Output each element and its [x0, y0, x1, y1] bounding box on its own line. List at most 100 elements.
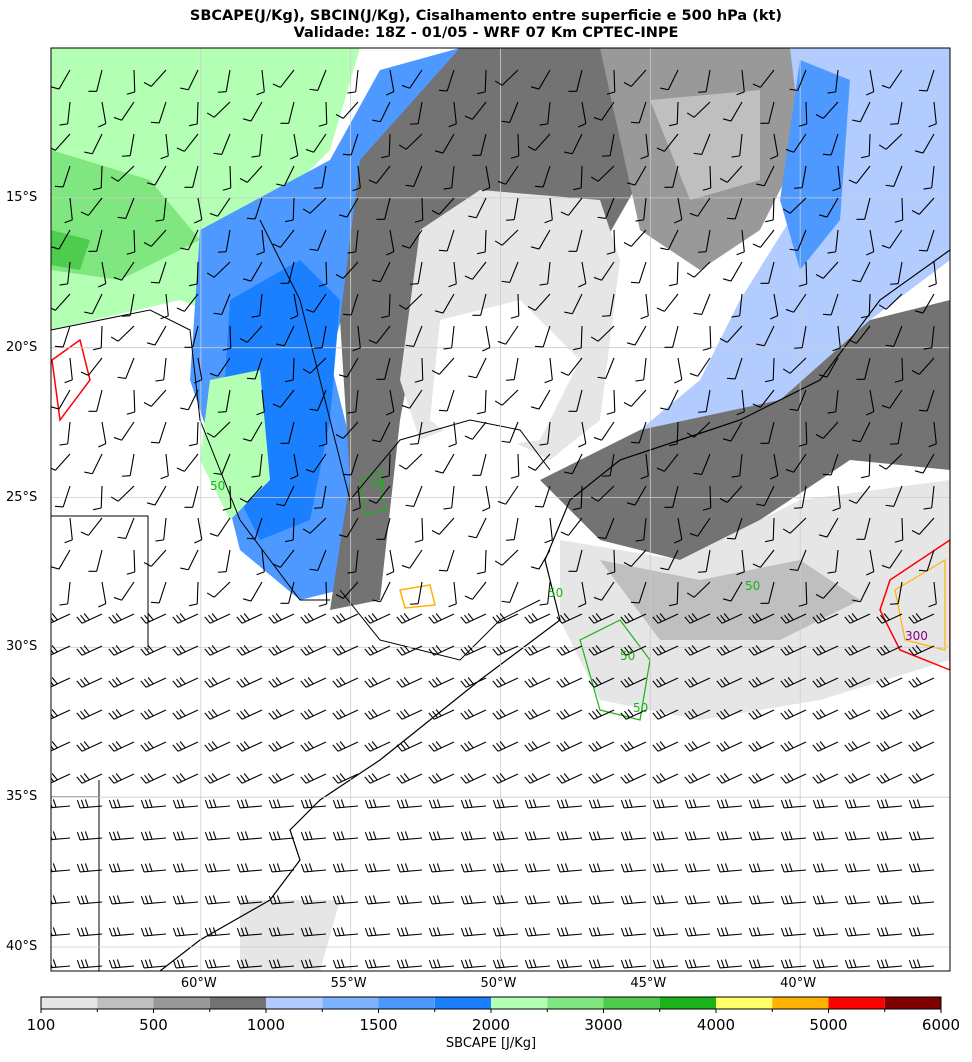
wind-barb	[477, 389, 487, 415]
wind-barb	[494, 549, 519, 566]
wind-barb	[364, 613, 391, 624]
wind-barb	[620, 959, 647, 969]
wind-barb	[98, 101, 107, 128]
wind-barb	[482, 485, 491, 512]
wind-barb	[386, 549, 395, 576]
wind-barb	[428, 895, 455, 905]
wind-barb	[560, 517, 583, 536]
wind-barb	[396, 959, 423, 969]
wind-barb	[861, 293, 871, 319]
wind-barb	[438, 69, 455, 92]
wind-barb	[780, 709, 807, 720]
wind-barb	[51, 927, 71, 937]
wind-barb	[702, 485, 712, 511]
wind-barb	[300, 799, 327, 809]
wind-barb	[140, 741, 167, 752]
wind-barb	[656, 293, 679, 312]
wind-barb	[501, 581, 519, 603]
wind-barb	[881, 549, 903, 569]
wind-barb	[335, 581, 359, 599]
wind-barb	[180, 549, 199, 571]
wind-barb	[752, 549, 775, 568]
wind-barb	[428, 741, 455, 752]
wind-barb	[928, 581, 937, 608]
wind-barb	[468, 197, 487, 219]
wind-barb	[780, 927, 807, 937]
wind-barb	[492, 613, 519, 624]
wind-barb	[918, 389, 935, 412]
wind-barb	[300, 741, 327, 752]
wind-barb	[590, 485, 615, 502]
wind-barb	[539, 421, 551, 446]
wind-barb	[242, 101, 263, 122]
wind-barb	[780, 645, 807, 656]
wind-barb	[556, 895, 583, 905]
wind-barb	[300, 831, 327, 841]
wind-barb	[620, 709, 647, 720]
wind-barb	[620, 831, 647, 841]
wind-barb	[885, 485, 903, 507]
contour-label: 50	[548, 586, 563, 600]
wind-barb	[722, 261, 743, 282]
wind-barb	[386, 389, 395, 416]
wind-barb	[652, 645, 679, 656]
wind-barb	[530, 229, 551, 250]
wind-barb	[405, 485, 423, 507]
wind-barb	[300, 773, 327, 784]
wind-barb	[443, 485, 455, 510]
wind-barb	[364, 895, 391, 905]
wind-barb	[309, 69, 327, 91]
wind-barb	[213, 453, 231, 475]
wind-barb	[172, 613, 199, 624]
wind-barb	[752, 229, 775, 248]
wind-barb	[534, 165, 551, 188]
wind-barb	[716, 927, 743, 937]
wind-barb	[844, 773, 871, 784]
wind-barb	[305, 293, 327, 313]
wind-barb	[396, 799, 423, 809]
wind-barb	[716, 645, 743, 656]
wind-barb	[464, 581, 487, 600]
wind-barb	[268, 863, 295, 873]
wind-barb	[194, 517, 203, 544]
wind-barb	[189, 261, 199, 287]
wind-barb	[722, 581, 743, 602]
wind-barb	[285, 197, 295, 223]
wind-barb	[578, 421, 587, 448]
wind-barb	[268, 773, 295, 784]
wind-barb	[448, 581, 457, 608]
wind-barb	[894, 517, 904, 543]
wind-barb	[765, 357, 775, 383]
wind-barb	[590, 165, 615, 182]
wind-barb	[368, 325, 391, 344]
wind-barb	[332, 613, 359, 624]
wind-barb	[409, 421, 423, 445]
wind-barb	[748, 741, 775, 752]
wind-barb	[908, 895, 935, 905]
wind-barb	[844, 741, 871, 752]
wind-barb	[684, 863, 711, 873]
wind-barb	[126, 549, 136, 575]
wind-barb	[684, 613, 711, 624]
wind-barb	[492, 773, 519, 784]
wind-barb	[689, 357, 711, 377]
wind-barb	[588, 799, 615, 809]
wind-barb	[276, 325, 295, 347]
wind-barb	[280, 421, 295, 444]
wind-barb	[674, 517, 683, 544]
map-title: SBCAPE(J/Kg), SBCIN(J/Kg), Cisalhamento …	[189, 8, 783, 24]
wind-barb	[684, 927, 711, 937]
wind-barb	[789, 229, 807, 251]
wind-barb	[51, 69, 71, 90]
wind-barb	[911, 357, 935, 375]
wind-barb	[76, 645, 103, 656]
wind-barb	[748, 831, 775, 841]
wind-barb	[876, 927, 903, 937]
wind-barb	[623, 69, 647, 87]
wind-barb	[347, 389, 359, 414]
wind-barb	[620, 741, 647, 752]
wind-barb	[660, 69, 679, 91]
wind-barb	[140, 677, 167, 688]
wind-barb	[332, 959, 359, 969]
wind-barb	[117, 197, 135, 219]
